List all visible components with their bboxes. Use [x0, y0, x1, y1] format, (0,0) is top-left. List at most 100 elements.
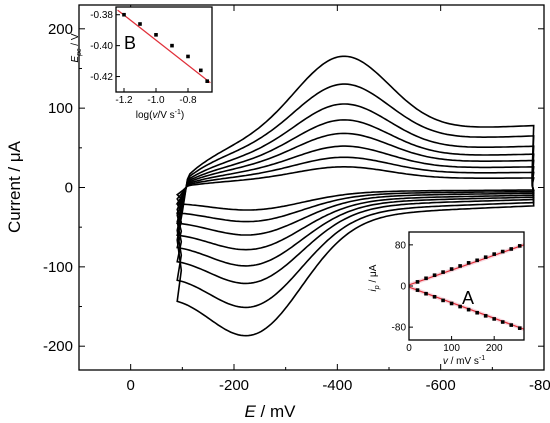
cv-curve-8 — [175, 166, 535, 211]
y-tick-label: -100 — [43, 259, 73, 276]
inset-a-anodic-point — [500, 249, 505, 254]
x-tick-label: -600 — [426, 377, 456, 394]
inset-b-y-tick-label: -0.40 — [90, 41, 113, 52]
inset-a-anodic-point — [466, 261, 471, 265]
inset-a-cathodic-point — [483, 314, 488, 318]
inset-a-cathodic-point — [492, 317, 496, 321]
cv-curve-1 — [176, 55, 535, 337]
x-tick-label: -800 — [529, 377, 550, 394]
cv-curve-5 — [176, 132, 535, 251]
inset-b-point — [154, 33, 158, 37]
inset-a-anodic-point — [509, 247, 514, 251]
inset-b-point — [199, 68, 203, 73]
inset-a-anodic-point — [424, 276, 428, 281]
inset-b-x-tick-label: -0.8 — [179, 95, 197, 106]
inset-a-cathodic-point — [466, 307, 471, 312]
inset-a-anodic-point — [415, 280, 420, 284]
inset-a-cathodic-point — [424, 291, 428, 296]
inset-a-anodic-point — [517, 244, 522, 248]
inset-a-y-title-variable: i — [368, 288, 379, 291]
inset-a-y-tick-label: 0 — [400, 282, 406, 293]
inset-b-y-tick-label: -0.42 — [90, 72, 113, 83]
x-axis-title-unit: / mV — [256, 402, 296, 421]
inset-a: 0 100 200 80 0 -80 A ip / μA v / mV s-1 — [368, 231, 525, 367]
inset-a-anodic-point — [475, 258, 479, 263]
inset-b-y-title-subscript: pc — [76, 48, 83, 57]
inset-b-y-title: Epc / V — [70, 33, 83, 62]
inset-b-point — [138, 22, 142, 26]
inset-b-y-title-unit: / V — [70, 33, 81, 48]
inset-b-point — [186, 54, 190, 59]
y-tick-label: 100 — [48, 100, 73, 117]
cv-curve-4 — [176, 119, 535, 267]
inset-b: -1.2 -1.0 -0.8 -0.38 -0.40 -0.42 B Epc / V lo… — [70, 6, 213, 121]
inset-a-x-tick-label: 0 — [406, 343, 412, 354]
inset-a-panel-label: A — [462, 288, 474, 308]
inset-b-point — [170, 43, 174, 48]
inset-a-anodic-point — [432, 273, 437, 277]
y-tick-label: -200 — [43, 338, 73, 355]
cv-curves — [175, 55, 535, 337]
inset-a-anodic-point — [483, 255, 488, 259]
inset-a-x-title-unit: / mV s — [448, 356, 479, 367]
inset-a-anodic-point — [449, 267, 454, 271]
inset-a-anodic-point — [441, 270, 445, 274]
inset-a-y-title-unit: / μA — [368, 264, 379, 285]
main-plot: 0-200-400-600-8002001000-100-200 Current… — [5, 4, 550, 421]
inset-a-x-title-variable: v — [443, 356, 449, 367]
cv-curve-6 — [176, 145, 535, 236]
inset-b-x-tick-label: -1.0 — [147, 95, 165, 106]
inset-b-x-title-unit: /V s — [157, 110, 174, 121]
inset-a-cathodic-point — [517, 326, 522, 330]
cv-curve-3 — [176, 103, 535, 285]
inset-b-x-title-suffix: ) — [181, 110, 184, 121]
inset-a-cathodic-point — [500, 320, 505, 324]
inset-b-x-title: log(v/V s-1) — [136, 109, 185, 121]
inset-a-cathodic-fit — [408, 286, 525, 330]
inset-a-frame — [408, 231, 525, 341]
inset-a-x-title: v / mV s-1 — [443, 355, 485, 367]
inset-a-cathodic-point — [415, 288, 420, 292]
x-tick-label: -400 — [322, 377, 352, 394]
inset-b-point — [122, 12, 126, 17]
inset-b-fit-line — [117, 9, 211, 84]
inset-a-cathodic-point — [432, 295, 437, 299]
inset-b-panel-label: B — [124, 33, 136, 53]
x-tick-label: 0 — [126, 377, 134, 394]
inset-a-cathodic-point — [475, 310, 479, 315]
inset-b-x-tick-label: -1.2 — [115, 95, 133, 106]
inset-a-cathodic-point — [458, 304, 462, 309]
inset-a-y-tick-label: -80 — [392, 323, 407, 334]
inset-a-x-title-superscript: -1 — [479, 355, 485, 362]
inset-a-anodic-point — [492, 252, 496, 256]
inset-a-x-tick-label: 100 — [443, 343, 460, 354]
inset-a-anodic-fit — [408, 244, 525, 286]
x-axis-title: E / mV — [244, 402, 296, 421]
inset-b-x-title-superscript: -1 — [175, 109, 181, 116]
inset-b-content: -1.2 -1.0 -0.8 -0.38 -0.40 -0.42 — [90, 9, 211, 106]
inset-a-x-tick-label: 200 — [486, 343, 503, 354]
y-tick-label: 200 — [48, 21, 73, 38]
inset-a-cathodic-point — [449, 301, 454, 306]
inset-a-content: 0 100 200 80 0 -80 — [392, 240, 525, 354]
inset-a-y-tick-label: 80 — [395, 240, 407, 251]
main-axis-ticks: 0-200-400-600-8002001000-100-200 — [43, 5, 550, 394]
inset-a-cathodic-point — [509, 323, 514, 327]
inset-b-x-title-variable: v — [152, 110, 158, 121]
y-axis-title: Current / μA — [5, 140, 24, 233]
inset-a-anodic-point — [458, 264, 462, 268]
inset-b-point — [205, 79, 209, 83]
inset-a-cathodic-point — [441, 298, 445, 303]
cv-curve-2 — [176, 83, 535, 309]
y-tick-label: 0 — [65, 180, 73, 197]
inset-b-frame — [115, 6, 213, 93]
inset-b-y-title-variable: E — [70, 56, 81, 63]
inset-a-y-title: ip / μA — [368, 264, 381, 291]
x-tick-label: -200 — [219, 377, 249, 394]
inset-a-y-title-subscript: p — [374, 285, 381, 290]
cv-curve-7 — [175, 156, 535, 223]
x-axis-title-variable: E — [244, 402, 256, 421]
inset-b-y-tick-label: -0.38 — [90, 10, 113, 21]
inset-b-x-title-prefix: log( — [136, 110, 153, 121]
